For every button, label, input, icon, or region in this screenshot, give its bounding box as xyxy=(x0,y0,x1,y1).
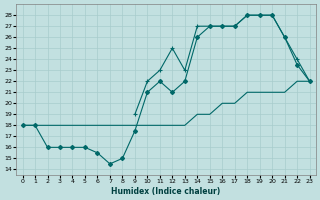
X-axis label: Humidex (Indice chaleur): Humidex (Indice chaleur) xyxy=(111,187,221,196)
